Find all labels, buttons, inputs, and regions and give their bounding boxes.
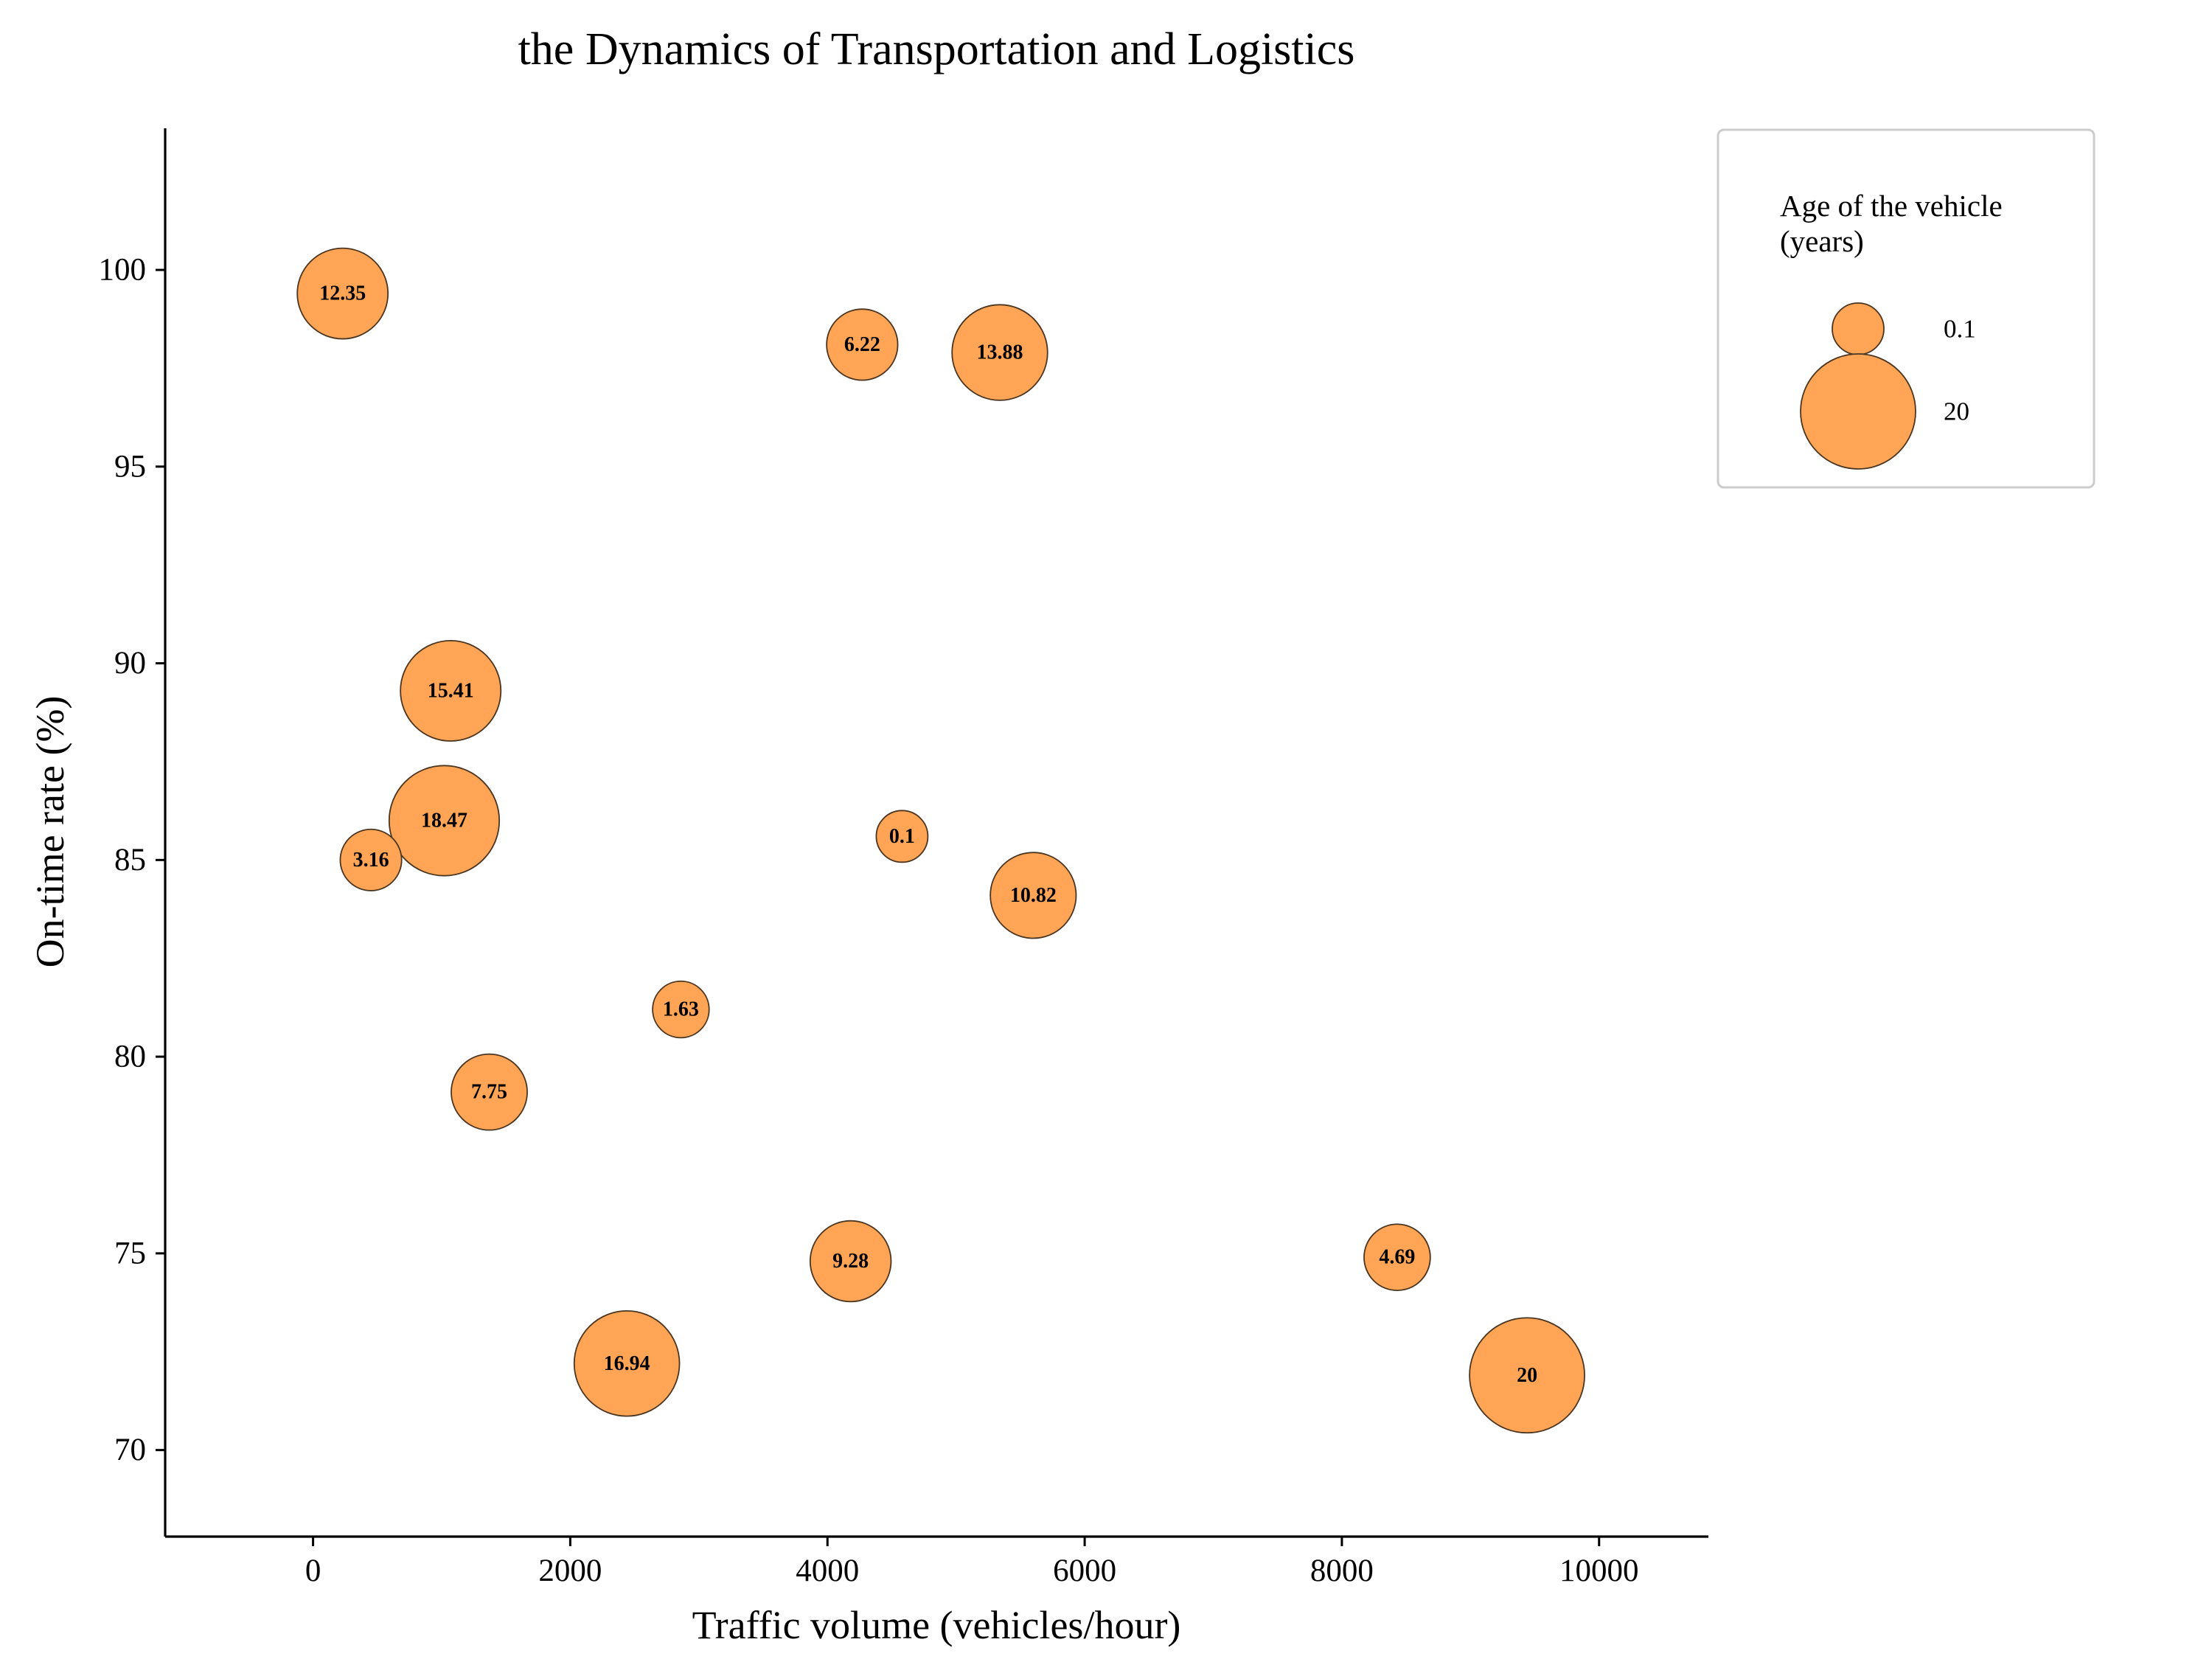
bubble-value-label: 1.63 bbox=[663, 998, 699, 1021]
legend-entry-label: 20 bbox=[1944, 397, 1969, 426]
x-axis-ticks: 0 2000 4000 6000 8000 10000 bbox=[305, 1537, 1639, 1588]
y-tick-label: 70 bbox=[114, 1433, 146, 1467]
data-bubble bbox=[451, 1053, 528, 1131]
y-tick-label: 85 bbox=[114, 843, 146, 877]
y-tick-label: 95 bbox=[114, 449, 146, 484]
y-tick-label: 80 bbox=[114, 1040, 146, 1074]
y-tick-label: 100 bbox=[99, 253, 147, 288]
x-tick-label: 4000 bbox=[796, 1554, 859, 1588]
legend-entries: 0.1 20 bbox=[1800, 302, 1976, 470]
bubble-value-label: 0.1 bbox=[889, 825, 915, 848]
bubble-value-label: 7.75 bbox=[471, 1081, 507, 1104]
bubble-value-label: 12.35 bbox=[319, 282, 366, 305]
data-bubble bbox=[388, 765, 501, 877]
data-bubble bbox=[296, 247, 389, 340]
bubble-value-label: 6.22 bbox=[844, 333, 880, 356]
legend-bubble bbox=[1832, 302, 1885, 355]
x-tick-label: 10000 bbox=[1559, 1554, 1639, 1588]
data-bubble bbox=[990, 852, 1077, 939]
data-bubble bbox=[339, 828, 403, 891]
data-bubble bbox=[652, 980, 710, 1039]
bubble-value-label: 20 bbox=[1517, 1364, 1537, 1387]
x-tick-label: 0 bbox=[305, 1554, 321, 1588]
bubble-value-label: 16.94 bbox=[604, 1352, 650, 1375]
x-tick-label: 8000 bbox=[1310, 1554, 1374, 1588]
bubble-value-label: 10.82 bbox=[1010, 884, 1057, 907]
bubble-layer: 12.35 6.22 13.88 15.41 18.47 3.16 0.1 10.82 1.63… bbox=[296, 247, 1585, 1434]
data-bubble bbox=[1363, 1223, 1431, 1292]
bubble-value-label: 3.16 bbox=[353, 849, 389, 872]
x-axis-label: Traffic volume (vehicles/hour) bbox=[692, 1603, 1181, 1647]
data-bubble bbox=[951, 304, 1048, 401]
data-bubble bbox=[400, 639, 502, 742]
data-bubble bbox=[1469, 1317, 1585, 1434]
y-tick-label: 75 bbox=[114, 1236, 146, 1270]
legend-bubble bbox=[1800, 353, 1916, 470]
x-tick-label: 2000 bbox=[538, 1554, 602, 1588]
bubble-value-label: 9.28 bbox=[832, 1250, 869, 1273]
bubble-value-label: 18.47 bbox=[421, 809, 467, 832]
x-tick-label: 6000 bbox=[1053, 1554, 1116, 1588]
data-bubble bbox=[826, 308, 899, 381]
bubble-value-label: 13.88 bbox=[976, 341, 1023, 364]
data-bubble bbox=[809, 1220, 892, 1303]
legend-entry-label: 0.1 bbox=[1944, 315, 1976, 344]
y-axis-label: On-time rate (%) bbox=[28, 696, 72, 968]
legend: Age of the vehicle (years) 0.1 20 bbox=[1717, 128, 2096, 489]
legend-title-line2: (years) bbox=[1780, 224, 1864, 258]
data-bubble bbox=[875, 810, 929, 863]
y-tick-label: 90 bbox=[114, 646, 146, 681]
data-bubble bbox=[573, 1310, 681, 1417]
legend-title-line1: Age of the vehicle bbox=[1780, 189, 2003, 223]
bubble-value-label: 4.69 bbox=[1379, 1246, 1415, 1269]
chart-title: the Dynamics of Transportation and Logis… bbox=[518, 24, 1355, 74]
bubble-value-label: 15.41 bbox=[428, 679, 474, 702]
y-axis-ticks: 70 75 80 85 90 95 100 bbox=[99, 253, 165, 1467]
